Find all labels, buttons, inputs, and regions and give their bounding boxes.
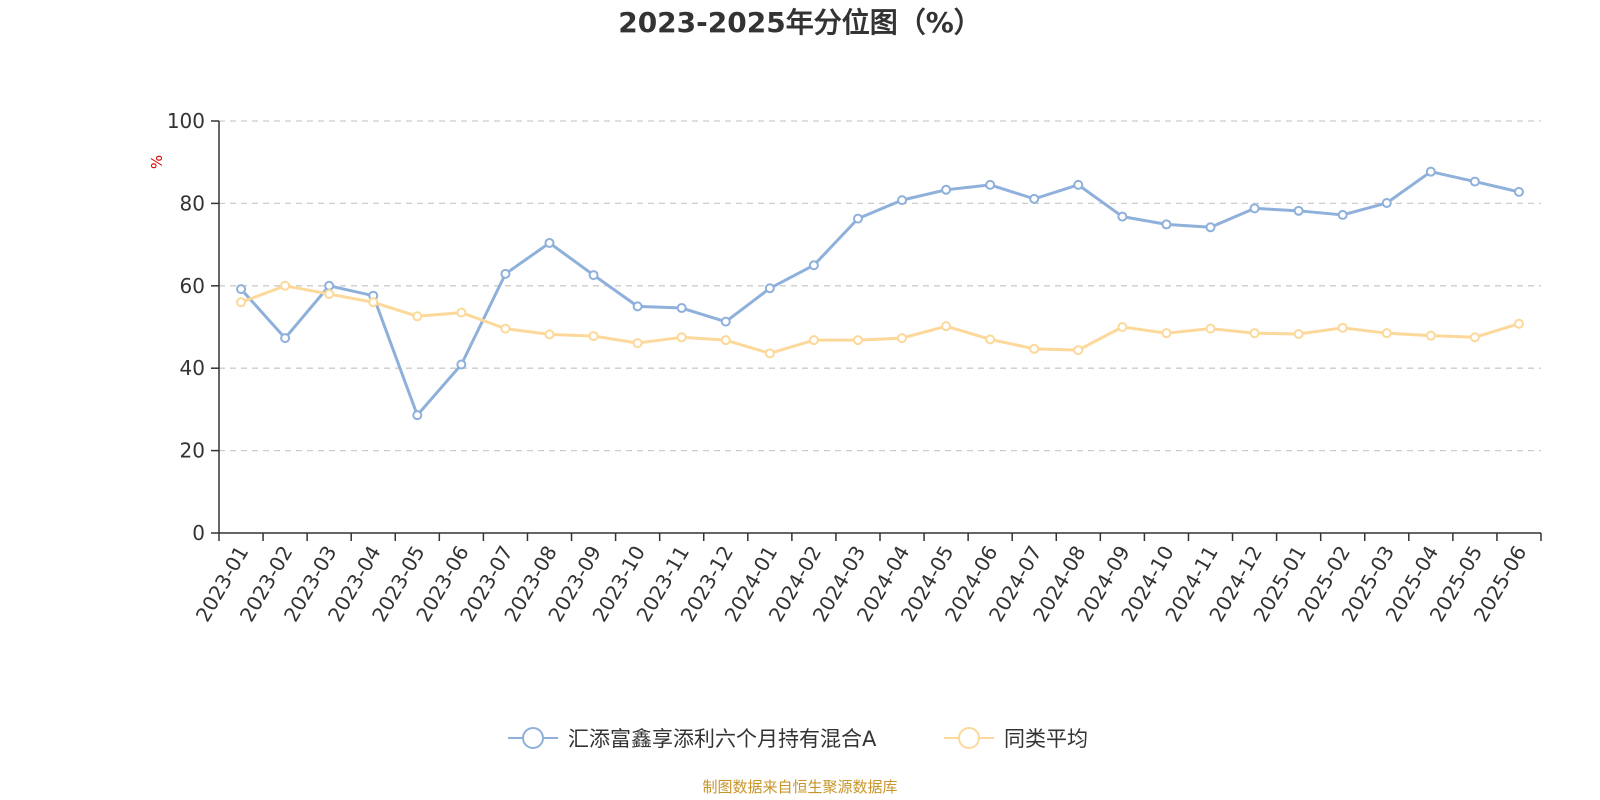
y-tick-label: 60 xyxy=(180,274,205,298)
data-point xyxy=(1337,209,1348,220)
legend-item-1[interactable]: 汇添富鑫享添利六个月持有混合A xyxy=(508,727,877,751)
data-point xyxy=(1117,211,1128,222)
data-point xyxy=(588,331,599,342)
legend-marker-icon xyxy=(522,727,544,749)
y-tick-label: 0 xyxy=(192,521,205,545)
y-axis-label: % xyxy=(148,155,166,169)
data-point xyxy=(500,323,511,334)
y-tick-label: 40 xyxy=(180,356,205,380)
data-point xyxy=(632,301,643,312)
data-point xyxy=(1425,166,1436,177)
data-point xyxy=(1469,176,1480,187)
data-point xyxy=(588,270,599,281)
legend-label: 汇添富鑫享添利六个月持有混合A xyxy=(568,727,877,751)
data-point xyxy=(941,184,952,195)
data-point xyxy=(280,280,291,291)
data-point xyxy=(941,321,952,332)
data-point xyxy=(1205,323,1216,334)
data-point xyxy=(544,237,555,248)
data-point xyxy=(1205,222,1216,233)
series-1 xyxy=(236,166,1524,421)
data-point xyxy=(1249,203,1260,214)
data-point xyxy=(1293,205,1304,216)
data-point xyxy=(764,283,775,294)
data-point xyxy=(1513,186,1524,197)
x-axis-ticks: 2023-012023-022023-032023-042023-052023-… xyxy=(191,533,1542,626)
legend-item-2[interactable]: 同类平均 xyxy=(944,727,1088,751)
legend-marker-icon xyxy=(958,727,980,749)
data-point xyxy=(544,329,555,340)
data-point xyxy=(368,297,379,308)
data-point xyxy=(1513,318,1524,329)
data-point xyxy=(852,335,863,346)
series-line xyxy=(240,284,1520,355)
data-point xyxy=(985,179,996,190)
data-point xyxy=(852,213,863,224)
data-point xyxy=(1073,345,1084,356)
data-point xyxy=(764,348,775,359)
data-point xyxy=(1381,197,1392,208)
data-point xyxy=(676,303,687,314)
data-point xyxy=(985,334,996,345)
data-point xyxy=(456,307,467,318)
series-layer xyxy=(236,166,1524,421)
data-point xyxy=(236,297,247,308)
data-point xyxy=(1381,328,1392,339)
data-point xyxy=(456,359,467,370)
series-line xyxy=(239,170,1520,417)
data-point xyxy=(808,260,819,271)
series-2 xyxy=(236,280,1524,359)
data-point xyxy=(897,333,908,344)
data-point xyxy=(280,333,291,344)
data-point xyxy=(1425,330,1436,341)
data-point xyxy=(1029,193,1040,204)
data-point xyxy=(720,316,731,327)
y-tick-label: 80 xyxy=(180,191,205,215)
data-point xyxy=(632,338,643,349)
y-tick-label: 20 xyxy=(180,439,205,463)
data-point xyxy=(324,280,335,291)
data-point xyxy=(1073,179,1084,190)
data-point xyxy=(1029,343,1040,354)
data-point xyxy=(1249,328,1260,339)
chart-title: 2023-2025年分位图（%） xyxy=(618,6,982,39)
data-point xyxy=(897,195,908,206)
data-point xyxy=(1337,322,1348,333)
data-point xyxy=(1293,329,1304,340)
data-point xyxy=(236,284,247,295)
data-point xyxy=(808,335,819,346)
data-point xyxy=(676,332,687,343)
data-point xyxy=(1161,328,1172,339)
data-point xyxy=(324,289,335,300)
data-point xyxy=(1161,219,1172,230)
data-point xyxy=(1117,322,1128,332)
source-note: 制图数据来自恒生聚源数据库 xyxy=(702,778,897,796)
data-point xyxy=(720,335,731,346)
y-tick-label: 100 xyxy=(167,109,205,133)
data-point xyxy=(412,311,423,322)
data-point xyxy=(500,268,511,279)
y-axis-ticks: 0 20 40 60 80 100 xyxy=(167,109,219,545)
legend: 汇添富鑫享添利六个月持有混合A 同类平均 xyxy=(508,727,1088,751)
data-point xyxy=(1469,332,1480,343)
grid-lines xyxy=(219,120,1541,452)
data-point xyxy=(412,410,423,421)
legend-label: 同类平均 xyxy=(1004,727,1088,751)
